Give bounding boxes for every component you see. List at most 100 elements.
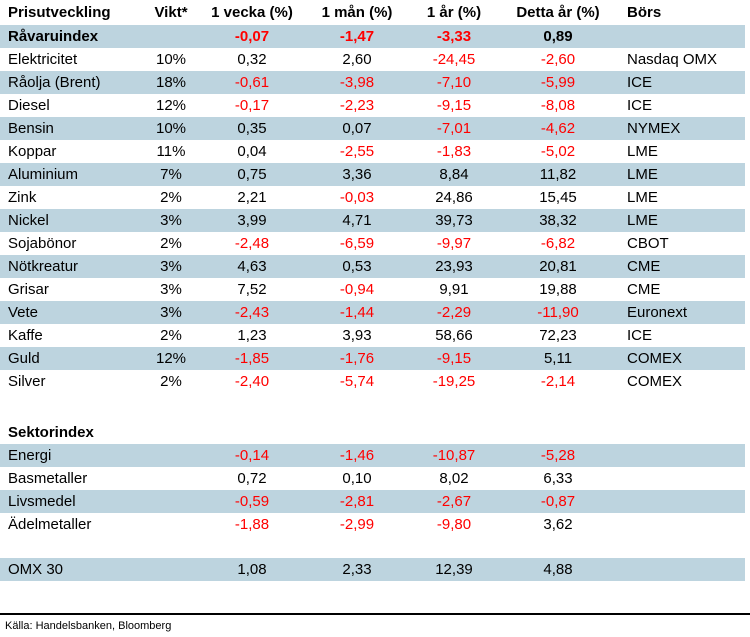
table-row-bensin: Bensin 10% 0,35 0,07 -7,01 -4,62 NYMEX [0,117,745,140]
table-row-livsmedel: Livsmedel -0,59 -2,81 -2,67 -0,87 [0,490,745,513]
cell-name-omx-30: OMX 30 [8,561,64,578]
cell-ytd-koppar: -5,02 [540,143,576,160]
cell-week-r-varuindex: -0,07 [234,28,270,45]
cell-week-sojab-nor: -2,48 [234,235,270,252]
cell-month-delmetaller: -2,99 [339,516,375,533]
column-header-detta-r: Detta år (%) [516,4,600,21]
cell-ytd-elektricitet: -2,60 [540,51,576,68]
cell-vikt-omx-30 [145,558,197,581]
cell-month-guld: -1,76 [339,350,375,367]
cell-month-omx-30: 2,33 [342,561,372,578]
table-row-r-varuindex: Råvaruindex -0,07 -1,47 -3,33 0,89 [0,25,745,48]
cell-name-zink: Zink [8,189,37,206]
cell-year-aluminium: 8,84 [439,166,469,183]
cell-name-nickel: Nickel [8,212,49,229]
cell-vikt-r-varuindex [145,25,197,48]
cell-week-elektricitet: 0,32 [237,51,267,68]
cell-month-vete: -1,44 [339,304,375,321]
cell-ytd-n-tkreatur: 20,81 [539,258,577,275]
cell-month-energi: -1,46 [339,447,375,464]
cell-bors-grisar: CME [627,281,661,298]
cell-bors-basmetaller [615,467,745,490]
cell-year-livsmedel: -2,67 [436,493,472,510]
cell-name-livsmedel: Livsmedel [8,493,76,510]
column-header-prisutveckling: Prisutveckling [8,4,111,21]
source-note: Källa: Handelsbanken, Bloomberg [5,620,172,632]
cell-name-silver: Silver [8,373,46,390]
spacer-row [0,393,745,421]
cell-vikt-bensin: 10% [155,120,187,137]
cell-vikt-zink: 2% [160,189,182,206]
cell-year-r-olja-brent: -7,10 [436,74,472,91]
cell-month-aluminium: 3,36 [342,166,372,183]
cell-month-sektorindex [307,421,407,444]
column-header-1-r: 1 år (%) [426,4,482,21]
table-row-delmetaller: Ädelmetaller -1,88 -2,99 -9,80 3,62 [0,513,745,536]
column-header-vikt: Vikt* [154,4,188,21]
table-row-r-olja-brent: Råolja (Brent) 18% -0,61 -3,98 -7,10 -5,99 ICE [0,71,745,94]
cell-ytd-r-varuindex: 0,89 [543,28,573,45]
cell-vikt-delmetaller [145,513,197,536]
cell-week-zink: 2,21 [237,189,267,206]
cell-name-kaffe: Kaffe [8,327,43,344]
cell-name-n-tkreatur: Nötkreatur [8,258,79,275]
cell-bors-sektorindex [615,421,745,444]
cell-ytd-livsmedel: -0,87 [540,493,576,510]
cell-week-n-tkreatur: 4,63 [237,258,267,275]
column-header-1-vecka: 1 vecka (%) [211,4,293,21]
footer-divider-line [0,613,750,615]
cell-year-energi: -10,87 [432,447,476,464]
cell-month-koppar: -2,55 [339,143,375,160]
cell-name-bensin: Bensin [8,120,54,137]
cell-name-elektricitet: Elektricitet [8,51,78,68]
cell-week-basmetaller: 0,72 [237,470,267,487]
cell-ytd-grisar: 19,88 [539,281,577,298]
cell-week-delmetaller: -1,88 [234,516,270,533]
table-row-omx-30: OMX 30 1,08 2,33 12,39 4,88 [0,558,745,581]
cell-name-sojab-nor: Sojabönor [8,235,77,252]
cell-month-bensin: 0,07 [342,120,372,137]
cell-year-sektorindex [407,421,501,444]
cell-bors-bensin: NYMEX [627,120,681,137]
cell-month-livsmedel: -2,81 [339,493,375,510]
cell-month-zink: -0,03 [339,189,375,206]
cell-week-koppar: 0,04 [237,143,267,160]
cell-year-grisar: 9,91 [439,281,469,298]
cell-month-grisar: -0,94 [339,281,375,298]
cell-name-koppar: Koppar [8,143,57,160]
cell-bors-kaffe: ICE [627,327,653,344]
cell-vikt-vete: 3% [160,304,182,321]
column-header-b-rs: Börs [627,4,662,21]
cell-month-silver: -5,74 [339,373,375,390]
cell-ytd-omx-30: 4,88 [543,561,573,578]
cell-ytd-guld: 5,11 [543,350,573,367]
cell-week-nickel: 3,99 [237,212,267,229]
table-row-aluminium: Aluminium 7% 0,75 3,36 8,84 11,82 LME [0,163,745,186]
table-row-diesel: Diesel 12% -0,17 -2,23 -9,15 -8,08 ICE [0,94,745,117]
cell-week-omx-30: 1,08 [237,561,267,578]
cell-vikt-guld: 12% [155,350,187,367]
cell-bors-delmetaller [615,513,745,536]
cell-week-sektorindex [197,421,307,444]
table-header-row: Prisutveckling Vikt* 1 vecka (%) 1 mån (%) 1… [0,0,745,25]
cell-week-kaffe: 1,23 [237,327,267,344]
table-row-guld: Guld 12% -1,85 -1,76 -9,15 5,11 COMEX [0,347,745,370]
cell-month-sojab-nor: -6,59 [339,235,375,252]
cell-week-livsmedel: -0,59 [234,493,270,510]
cell-bors-energi [615,444,745,467]
cell-name-r-olja-brent: Råolja (Brent) [8,74,101,91]
cell-vikt-diesel: 12% [155,97,187,114]
cell-name-basmetaller: Basmetaller [8,470,88,487]
table-row-nickel: Nickel 3% 3,99 4,71 39,73 38,32 LME [0,209,745,232]
cell-year-omx-30: 12,39 [435,561,473,578]
cell-bors-r-olja-brent: ICE [627,74,653,91]
cell-year-guld: -9,15 [436,350,472,367]
cell-month-diesel: -2,23 [339,97,375,114]
cell-ytd-energi: -5,28 [540,447,576,464]
cell-name-delmetaller: Ädelmetaller [8,516,92,533]
cell-name-sektorindex: Sektorindex [8,424,94,441]
cell-vikt-n-tkreatur: 3% [160,258,182,275]
cell-bors-diesel: ICE [627,97,653,114]
cell-bors-aluminium: LME [627,166,658,183]
